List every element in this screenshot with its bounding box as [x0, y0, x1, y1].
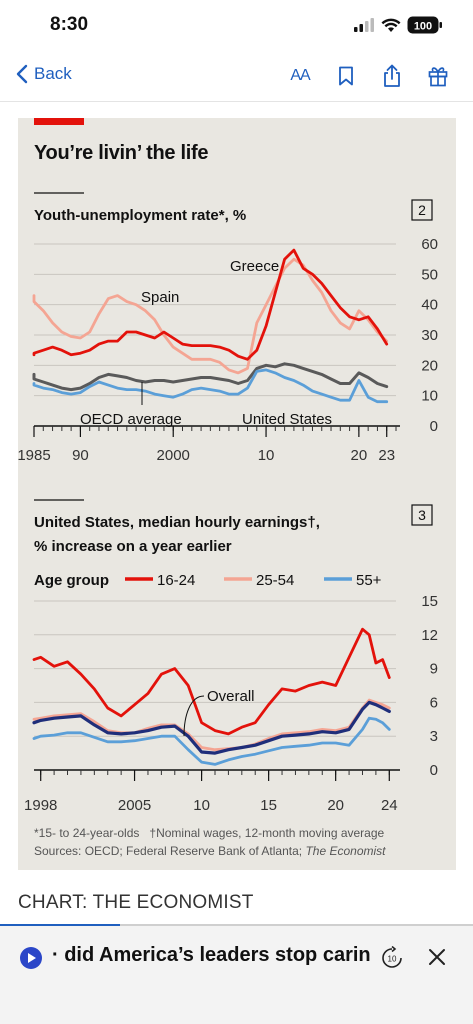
- series-line-greece: [32, 248, 389, 361]
- greece-label: Greece: [230, 258, 279, 275]
- chevron-left-icon: [16, 64, 28, 84]
- audio-player: · did America’s leaders stop caring 10: [0, 924, 473, 1024]
- x-tick-label: 23: [378, 447, 395, 464]
- x-tick-label: 2005: [118, 797, 151, 814]
- series-line-spain: [32, 257, 389, 375]
- series-line-overall: [32, 700, 391, 755]
- chart-card-title: You’re livin’ the life: [34, 142, 209, 164]
- status-bar: 8:30 100: [0, 0, 473, 52]
- play-button[interactable]: [20, 947, 42, 969]
- x-tick-label: 24: [381, 797, 398, 814]
- x-tick-label: 1985: [18, 447, 51, 464]
- footnote: *15- to 24-year-olds †Nominal wages, 12-…: [34, 824, 386, 860]
- footnote-2: †Nominal wages, 12-month moving average: [149, 826, 385, 840]
- chart-card: You’re livin’ the life Youth-unemploymen…: [18, 118, 456, 870]
- chart-2-title: Youth-unemployment rate*, %: [34, 207, 246, 224]
- x-tick-label: 90: [72, 447, 89, 464]
- x-tick-label: 10: [193, 797, 210, 814]
- back-button[interactable]: Back: [16, 64, 72, 84]
- x-tick-label: 15: [260, 797, 277, 814]
- nav-actions: AA: [287, 62, 451, 90]
- footnote-1: *15- to 24-year-olds: [34, 826, 140, 840]
- skip-label: 10: [388, 955, 397, 964]
- share-icon: [384, 64, 400, 87]
- overall-label: Overall: [207, 688, 255, 705]
- series-line-oecd-average: [32, 362, 389, 392]
- chart-3-number: 3: [418, 507, 426, 523]
- y-tick-label: 30: [421, 327, 438, 344]
- nav-bar: Back AA: [0, 52, 473, 102]
- red-tab-decoration: [34, 118, 84, 125]
- text-size-button[interactable]: AA: [287, 62, 313, 90]
- status-icons: 100: [353, 16, 443, 34]
- audio-track[interactable]: [0, 924, 473, 926]
- bookmark-button[interactable]: [333, 62, 359, 90]
- x-tick-label: 20: [351, 447, 368, 464]
- chart-credit: CHART: THE ECONOMIST: [18, 892, 254, 913]
- spain-label: Spain: [141, 289, 179, 306]
- legend-title: Age group: [34, 572, 109, 589]
- text-size-label: AA: [290, 67, 310, 84]
- y-tick-label: 20: [421, 357, 438, 374]
- y-tick-label: 12: [421, 627, 438, 644]
- y-tick-label: 15: [421, 593, 438, 610]
- wifi-icon: [381, 18, 401, 32]
- sources-italic: The Economist: [305, 844, 386, 858]
- y-tick-label: 50: [421, 266, 438, 283]
- y-tick-label: 9: [430, 661, 438, 678]
- y-tick-label: 0: [430, 762, 438, 779]
- legend-label-25-54: 25-54: [256, 572, 294, 589]
- chart-2-number-box: [411, 199, 433, 221]
- x-tick-label: 10: [258, 447, 275, 464]
- battery-level: 100: [414, 21, 432, 33]
- audio-progress: [0, 924, 120, 926]
- series-line-united-states: [32, 368, 389, 404]
- close-icon: [429, 949, 445, 965]
- series-line-55-: [32, 716, 391, 766]
- y-tick-label: 10: [421, 388, 438, 405]
- x-tick-label: 2000: [157, 447, 190, 464]
- back-label: Back: [34, 64, 72, 83]
- y-tick-label: 3: [430, 728, 438, 745]
- status-time: 8:30: [50, 14, 89, 35]
- legend-label-16-24: 16-24: [157, 572, 195, 589]
- chart-3-title-line1: United States, median hourly earnings†,: [34, 514, 320, 531]
- charts-svg: Youth-unemployment rate*, % 2 0102030405…: [18, 192, 438, 814]
- audio-title[interactable]: · did America’s leaders stop caring: [52, 944, 370, 966]
- chart-2-number: 2: [418, 202, 426, 218]
- y-tick-label: 60: [421, 236, 438, 253]
- x-tick-label: 1998: [24, 797, 57, 814]
- signal-icon: [354, 18, 374, 32]
- series-line-16-24: [32, 627, 391, 736]
- gift-icon: [428, 67, 448, 87]
- sources: Sources: OECD; Federal Reserve Bank of A…: [34, 844, 306, 858]
- oecd-average-label: OECD average: [80, 411, 182, 428]
- share-button[interactable]: [379, 62, 405, 90]
- legend-label-55-plus: 55+: [356, 572, 382, 589]
- bookmark-icon: [339, 66, 353, 86]
- battery-icon: 100: [407, 16, 442, 34]
- skip-forward-icon[interactable]: 10: [380, 946, 404, 970]
- y-tick-label: 6: [430, 694, 438, 711]
- y-tick-label: 0: [430, 418, 438, 435]
- chart-3-number-box: [411, 504, 433, 526]
- chart-3-title-line2: % increase on a year earlier: [34, 538, 232, 555]
- overall-pointer: [183, 695, 205, 737]
- x-tick-label: 20: [327, 797, 344, 814]
- gift-button[interactable]: [425, 62, 451, 90]
- close-button[interactable]: [428, 942, 446, 972]
- united-states-label: United States: [242, 411, 332, 428]
- y-tick-label: 40: [421, 297, 438, 314]
